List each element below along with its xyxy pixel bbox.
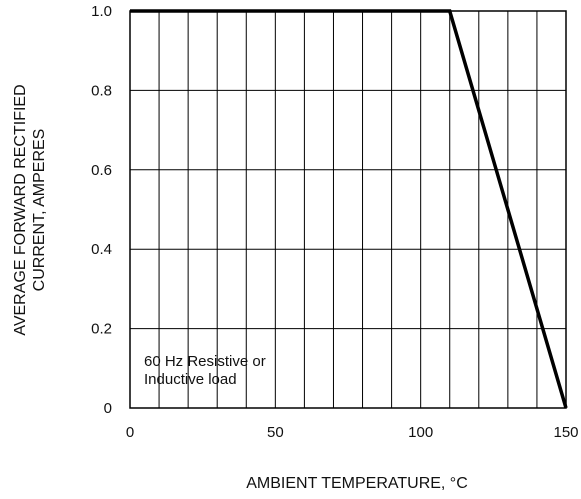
- x-tick-label: 150: [553, 424, 578, 441]
- x-axis-title: AMBIENT TEMPERATURE, °C: [246, 475, 468, 492]
- y-tick-label: 0.6: [91, 162, 112, 179]
- y-tick-label: 0: [104, 400, 112, 417]
- x-tick-label: 0: [126, 424, 134, 441]
- annotation-line-2: Inductive load: [144, 371, 237, 388]
- annotation-line-1: 60 Hz Resistive or: [144, 353, 266, 370]
- y-tick-label: 0.4: [91, 241, 112, 258]
- x-tick-label: 50: [267, 424, 284, 441]
- y-tick-label: 1.0: [91, 3, 112, 20]
- x-tick-labels: 0 50 100 150: [126, 424, 579, 441]
- y-tick-label: 0.8: [91, 82, 112, 99]
- x-tick-label: 100: [408, 424, 433, 441]
- grid: [130, 11, 566, 408]
- y-tick-label: 0.2: [91, 321, 112, 338]
- y-tick-labels: 0 0.2 0.4 0.6 0.8 1.0: [91, 3, 112, 417]
- y-axis-title-line-2: CURRENT, AMPERES: [31, 129, 48, 292]
- plot-frame: [129, 10, 567, 409]
- series-line-derating: [130, 9, 568, 409]
- y-axis-title-line-1: AVERAGE FORWARD RECTIFIED: [12, 84, 29, 335]
